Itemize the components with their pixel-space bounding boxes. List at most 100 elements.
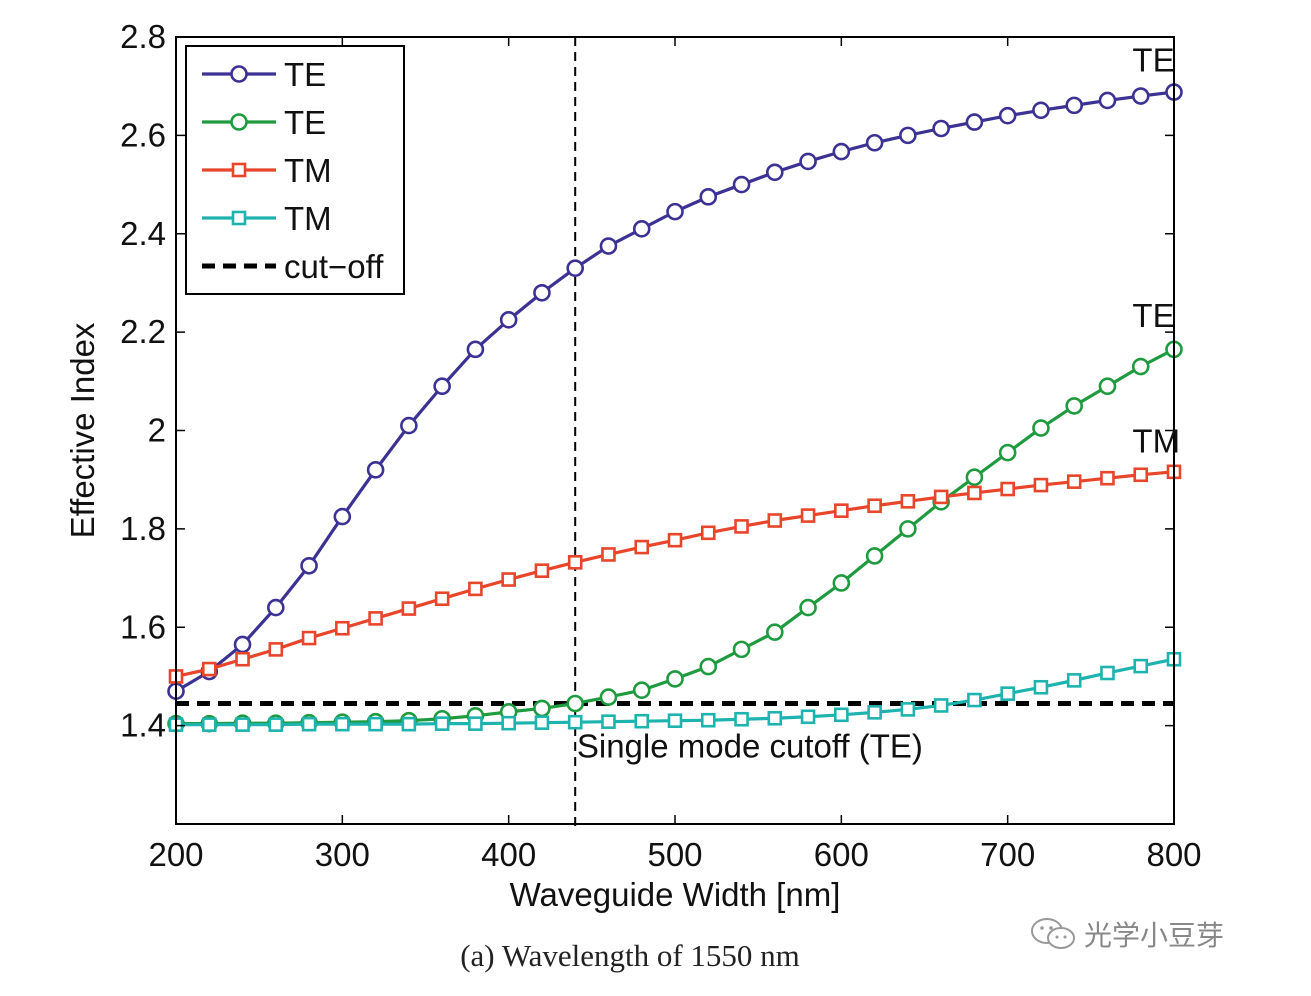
data-point [300,556,318,575]
axes-ticks: 200 300 400 500 600 700 800 1.4 1.6 1.8 2 2.2 2.4 2.6… [120,18,1201,873]
y-tick-label: 1.4 [120,707,166,744]
data-point [1066,474,1082,489]
legend-label: TM [284,200,332,237]
data-point [933,489,949,505]
y-tick-label: 2.6 [120,116,166,153]
data-point [865,133,884,152]
watermark: 光学小豆芽 [1030,914,1224,954]
data-point [533,283,551,302]
data-point [799,152,817,171]
data-point [732,640,751,659]
data-point [700,525,716,541]
data-point [765,163,784,182]
annotation-label: TM [1132,423,1180,460]
data-point [266,598,285,617]
data-point [601,714,616,729]
data-point [699,657,718,676]
annotations: TE TE TM Single mode cutoff (TE) [577,41,1180,764]
data-point [499,311,518,329]
data-point [1000,686,1015,701]
data-point [634,713,650,729]
data-point [634,539,650,555]
data-point [967,692,982,708]
data-point [235,717,250,732]
data-point [599,688,618,706]
data-point [900,494,916,509]
data-point [998,106,1017,125]
data-point [433,377,451,396]
legend-label: TM [284,152,332,189]
x-axis-label: Waveguide Width [nm] [510,876,841,913]
data-point [1100,665,1115,681]
data-point [899,520,917,538]
data-point [767,710,783,726]
data-point [1033,477,1049,493]
legend-marker [230,65,248,83]
legend-label: TE [284,56,326,93]
watermark-text: 光学小豆芽 [1084,919,1225,952]
x-tick-label: 400 [481,836,536,873]
data-point [732,175,751,194]
annotation-label: TE [1132,41,1174,78]
data-point [301,630,317,646]
y-tick-label: 1.6 [120,608,166,645]
data-point [932,119,950,138]
data-point [699,188,718,206]
data-point [1100,470,1115,486]
data-point [1131,357,1150,376]
data-point [335,620,350,636]
x-tick-label: 600 [814,836,869,873]
data-point [201,717,217,732]
data-point [401,716,417,732]
data-point [734,519,749,534]
data-point [765,623,784,641]
data-point [268,642,284,657]
data-point [1033,679,1049,695]
data-point [632,220,651,238]
data-point [1133,467,1149,483]
data-point [366,461,385,479]
y-tick-label: 1.8 [120,510,166,547]
data-point [501,572,516,587]
data-point [700,712,716,728]
data-point [201,661,217,677]
data-point [1032,419,1050,437]
annotation-label: TE [1132,297,1174,334]
data-point [401,601,417,616]
y-tick-label: 2 [148,412,166,449]
data-point [666,670,684,688]
data-point [865,547,884,565]
figure-caption: (a) Wavelength of 1550 nm [460,938,800,973]
data-point [965,468,984,487]
data-point [767,513,783,528]
y-tick-label: 2.2 [120,313,166,350]
data-point [599,237,618,255]
legend-label: TE [284,104,326,141]
data-point [566,259,585,277]
data-point [233,635,252,654]
data-point [800,508,816,523]
data-point [434,716,450,731]
data-point [834,707,849,723]
data-point [567,714,583,730]
data-point [434,591,450,607]
data-point [567,555,583,570]
legend: TE TE TM TM cut−off [185,45,405,295]
data-point [900,702,916,717]
data-point [1000,481,1015,497]
y-tick-label: 2.4 [120,215,166,252]
x-tick-label: 300 [315,836,370,873]
data-point [534,563,550,578]
data-point [1098,91,1117,110]
data-point [301,716,317,732]
data-point [667,532,683,548]
data-point [799,598,817,617]
data-point [235,651,250,667]
data-point [834,503,849,518]
y-tick-label: 2.8 [120,18,166,55]
data-point [368,716,383,732]
data-point [1131,87,1150,105]
data-point [867,705,882,720]
data-point [566,694,585,713]
